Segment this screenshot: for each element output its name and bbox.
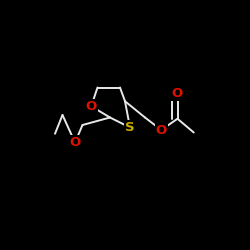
Text: O: O [172,87,183,100]
Text: O: O [156,124,167,136]
Text: O: O [70,136,80,149]
Text: O: O [86,100,97,113]
Text: S: S [125,121,135,134]
